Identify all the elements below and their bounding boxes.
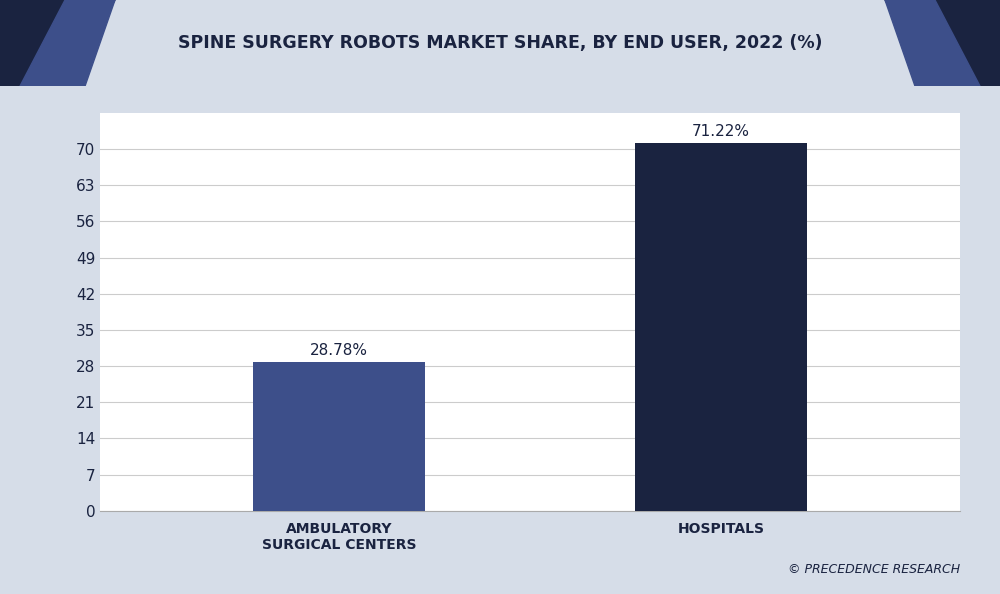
- Text: SPINE SURGERY ROBOTS MARKET SHARE, BY END USER, 2022 (%): SPINE SURGERY ROBOTS MARKET SHARE, BY EN…: [178, 34, 822, 52]
- Bar: [635, 143, 807, 511]
- Bar: [253, 362, 425, 511]
- Text: 71.22%: 71.22%: [692, 124, 750, 138]
- Polygon shape: [20, 0, 115, 86]
- Text: 28.78%: 28.78%: [310, 343, 368, 358]
- Polygon shape: [0, 0, 115, 86]
- Polygon shape: [885, 0, 980, 86]
- Polygon shape: [885, 0, 1000, 86]
- Text: © PRECEDENCE RESEARCH: © PRECEDENCE RESEARCH: [788, 563, 960, 576]
